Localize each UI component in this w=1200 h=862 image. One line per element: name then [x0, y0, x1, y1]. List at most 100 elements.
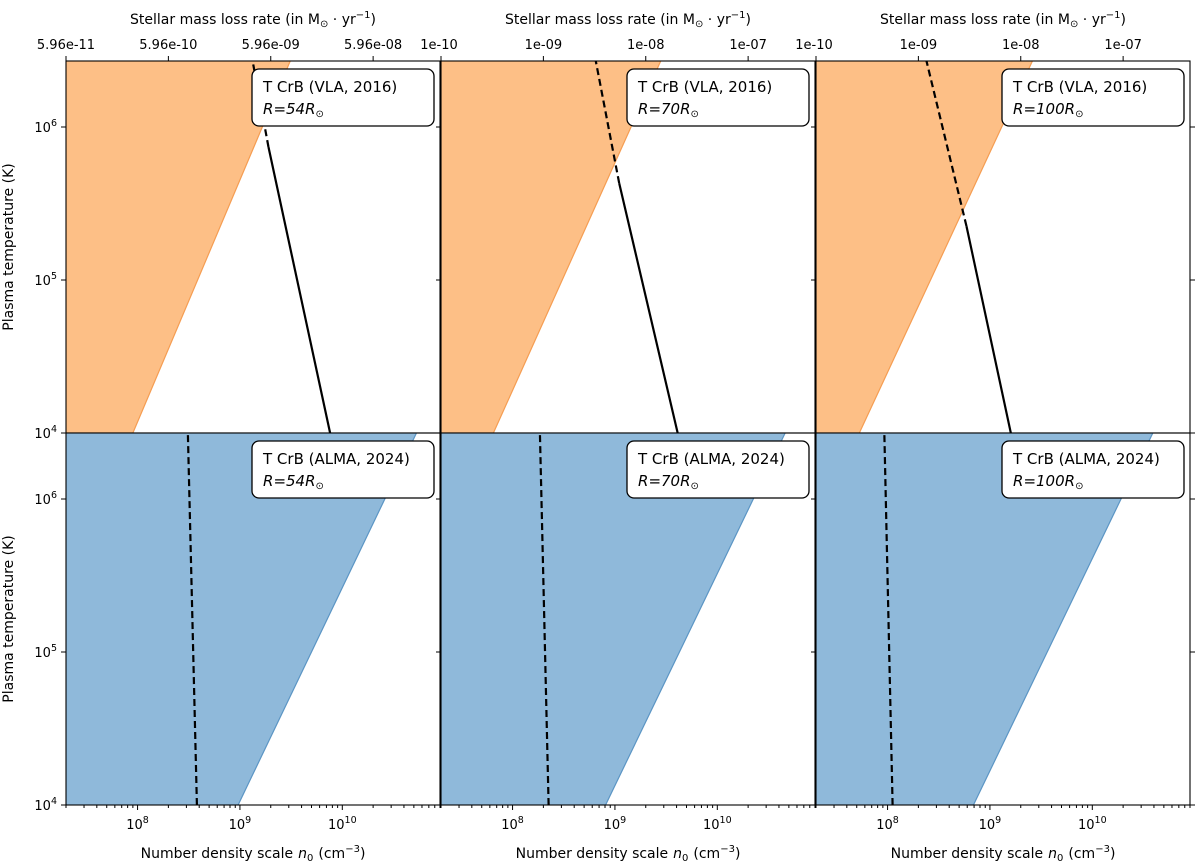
- x-tick-base: 10: [501, 818, 518, 833]
- x-tick-label: 108: [876, 815, 899, 833]
- legend-title: T CrB (ALMA, 2024): [262, 450, 410, 468]
- axes-frame: [65, 432, 441, 806]
- legend-radius: R=70R⊙: [638, 472, 699, 492]
- top-axis-title-prefix: Stellar mass loss rate (in M: [880, 12, 1070, 28]
- top-axis-tick-label: 1e-08: [1002, 38, 1040, 53]
- model-curve-dashed: [186, 433, 199, 805]
- x-axis-symbol: n: [1048, 846, 1057, 862]
- radius-sun-subscript: ⊙: [1075, 481, 1083, 492]
- x-axis-subscript: 0: [307, 853, 313, 862]
- x-axis-label: Number density scale n0 (cm−3): [141, 844, 366, 862]
- top-axis-tick-label: 1e-07: [1104, 38, 1142, 53]
- radius-sun-subscript: ⊙: [316, 109, 324, 120]
- radius-symbol: R: [1013, 472, 1023, 490]
- x-axis-label-text: Number density scale: [891, 846, 1044, 862]
- x-axis-unit-close: ): [1110, 846, 1115, 862]
- x-axis-unit: (cm: [693, 846, 720, 862]
- top-axis-title: Stellar mass loss rate (in M⊙ · yr−1): [130, 10, 376, 30]
- radius-sun-subscript: ⊙: [1075, 109, 1083, 120]
- y-tick-base: 10: [34, 646, 51, 661]
- x-axis-symbol: n: [673, 846, 682, 862]
- legend-box: [1001, 68, 1185, 127]
- top-axis-title-mid: · yr: [703, 12, 731, 28]
- panel-legend: T CrB (VLA, 2016) R=54R⊙: [251, 68, 435, 127]
- x-axis-label-text: Number density scale: [141, 846, 294, 862]
- x-axis-unit: (cm: [318, 846, 345, 862]
- constraint-region: [441, 433, 786, 805]
- top-axis-tick-label: 5.96e-09: [242, 38, 300, 53]
- y-tick-label: 104: [34, 796, 57, 814]
- top-axis-tick-label: 5.96e-08: [344, 38, 402, 53]
- radius-value: =54R: [273, 100, 315, 118]
- model-curve-solid: [965, 225, 1012, 433]
- x-tick-label: 109: [229, 815, 252, 833]
- y-tick-base: 10: [34, 427, 51, 442]
- top-axis-title: Stellar mass loss rate (in M⊙ · yr−1): [880, 10, 1126, 30]
- x-axis-unit-close: ): [735, 846, 740, 862]
- constraint-region: [66, 433, 417, 805]
- top-axis-tick-label: 1e-10: [795, 38, 833, 53]
- legend-radius: R=100R⊙: [1013, 100, 1083, 120]
- panel-legend: T CrB (VLA, 2016) R=70R⊙: [626, 68, 810, 127]
- x-tick-exp: 9: [245, 815, 251, 826]
- top-axis-tick-label: 1e-08: [627, 38, 665, 53]
- model-curve-solid: [618, 182, 679, 433]
- x-axis-unit-exp: −3: [720, 844, 735, 855]
- top-axis-title-exp: −1: [1106, 10, 1121, 21]
- legend-title: T CrB (ALMA, 2024): [1012, 450, 1160, 468]
- x-tick-base: 10: [979, 818, 996, 833]
- legend-radius: R=100R⊙: [1013, 472, 1083, 492]
- constraint-region: [66, 61, 291, 433]
- x-axis-unit-close: ): [360, 846, 365, 862]
- x-tick-exp: 10: [720, 815, 732, 826]
- top-axis-tick-label: 1e-07: [729, 38, 767, 53]
- x-tick-base: 10: [604, 818, 621, 833]
- y-tick-label: 104: [34, 424, 57, 442]
- y-tick-label: 106: [34, 490, 57, 508]
- legend-radius: R=70R⊙: [638, 100, 699, 120]
- y-tick-base: 10: [34, 799, 51, 814]
- legend-title: T CrB (VLA, 2016): [637, 78, 772, 96]
- panel-r0-c2: 1e-09 1e-08 1e-07 1e-10 Stellar mass loss ra…: [795, 10, 1195, 434]
- x-axis-unit: (cm: [1068, 846, 1095, 862]
- radius-value: =54R: [273, 472, 315, 490]
- x-tick-base: 10: [126, 818, 143, 833]
- top-axis-title-mid: · yr: [328, 12, 356, 28]
- constraint-region: [816, 433, 1153, 805]
- top-axis-title-close: ): [746, 12, 751, 28]
- legend-box: [251, 68, 435, 127]
- radius-symbol: R: [1013, 100, 1023, 118]
- radius-value: =100R: [1023, 100, 1075, 118]
- x-tick-base: 10: [328, 818, 345, 833]
- x-axis-unit-exp: −3: [345, 844, 360, 855]
- x-tick-label: 1010: [1078, 815, 1107, 833]
- radius-value: =70R: [648, 472, 690, 490]
- top-axis-title-mid: · yr: [1078, 12, 1106, 28]
- x-tick-exp: 9: [620, 815, 626, 826]
- legend-box: [1001, 440, 1185, 499]
- x-tick-label: 1010: [703, 815, 732, 833]
- x-tick-label: 108: [126, 815, 149, 833]
- radius-symbol: R: [638, 472, 648, 490]
- legend-title: T CrB (ALMA, 2024): [637, 450, 785, 468]
- y-tick-base: 10: [34, 274, 51, 289]
- top-axis-tick-label: 1e-10: [420, 38, 458, 53]
- radius-sun-subscript: ⊙: [316, 481, 324, 492]
- radius-symbol: R: [638, 100, 648, 118]
- y-axis-label: Plasma temperature (K): [1, 163, 17, 330]
- x-axis-label-text: Number density scale: [516, 846, 669, 862]
- constraint-region: [816, 61, 1033, 433]
- panel-legend: T CrB (VLA, 2016) R=100R⊙: [1001, 68, 1185, 127]
- radius-symbol: R: [263, 100, 273, 118]
- x-tick-label: 109: [979, 815, 1002, 833]
- y-axis-label: Plasma temperature (K): [1, 535, 17, 702]
- top-axis-tick-label: 5.96e-10: [139, 38, 197, 53]
- x-axis-label: Number density scale n0 (cm−3): [891, 844, 1116, 862]
- y-tick-base: 10: [34, 493, 51, 508]
- x-tick-exp: 10: [1095, 815, 1107, 826]
- top-axis-title-prefix: Stellar mass loss rate (in M: [505, 12, 695, 28]
- model-curve-solid: [267, 146, 332, 433]
